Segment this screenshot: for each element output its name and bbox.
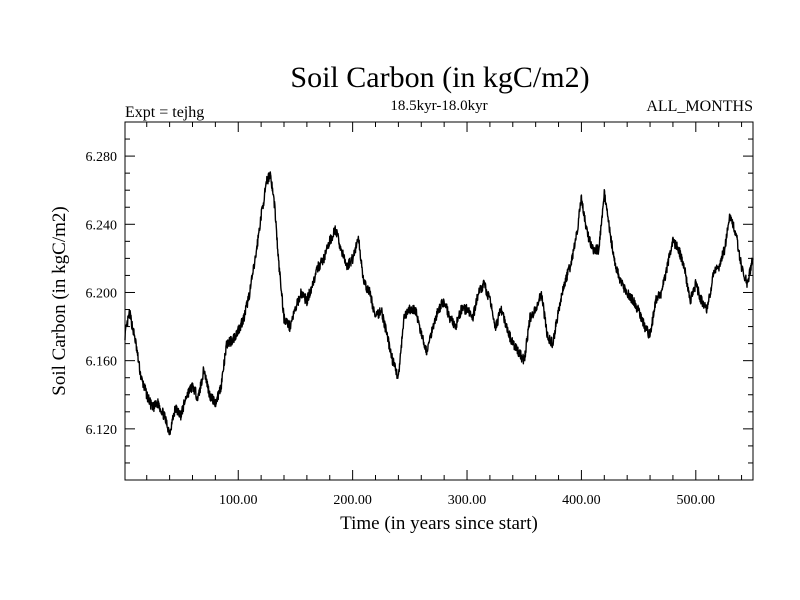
soil-carbon-line (124, 171, 754, 436)
x-tick-label: 300.00 (448, 493, 487, 508)
months-label: ALL_MONTHS (646, 98, 753, 115)
x-tick-label: 500.00 (677, 493, 716, 508)
y-tick-label: 6.120 (86, 423, 118, 438)
y-axis-label: Soil Carbon (in kgC/m2) (49, 206, 70, 395)
chart-subtitle: 18.5kyr-18.0kyr (390, 98, 487, 114)
axis-ticks-group: 100.00 200.00 300.00 400.00 500.00 6.120 6.160… (86, 121, 753, 508)
x-axis-label: Time (in years since start) (340, 513, 538, 534)
plot-frame (124, 121, 754, 481)
chart-title: Soil Carbon (in kgC/m2) (290, 61, 589, 94)
experiment-label: Expt = tejhg (125, 104, 204, 121)
line-series-group (124, 171, 754, 436)
x-tick-label: 400.00 (562, 493, 601, 508)
y-tick-label: 6.240 (86, 218, 118, 233)
y-tick-label: 6.280 (86, 150, 118, 165)
x-tick-label: 100.00 (219, 493, 258, 508)
y-tick-label: 6.160 (86, 355, 118, 370)
y-tick-label: 6.200 (86, 286, 118, 301)
x-tick-label: 200.00 (333, 493, 372, 508)
